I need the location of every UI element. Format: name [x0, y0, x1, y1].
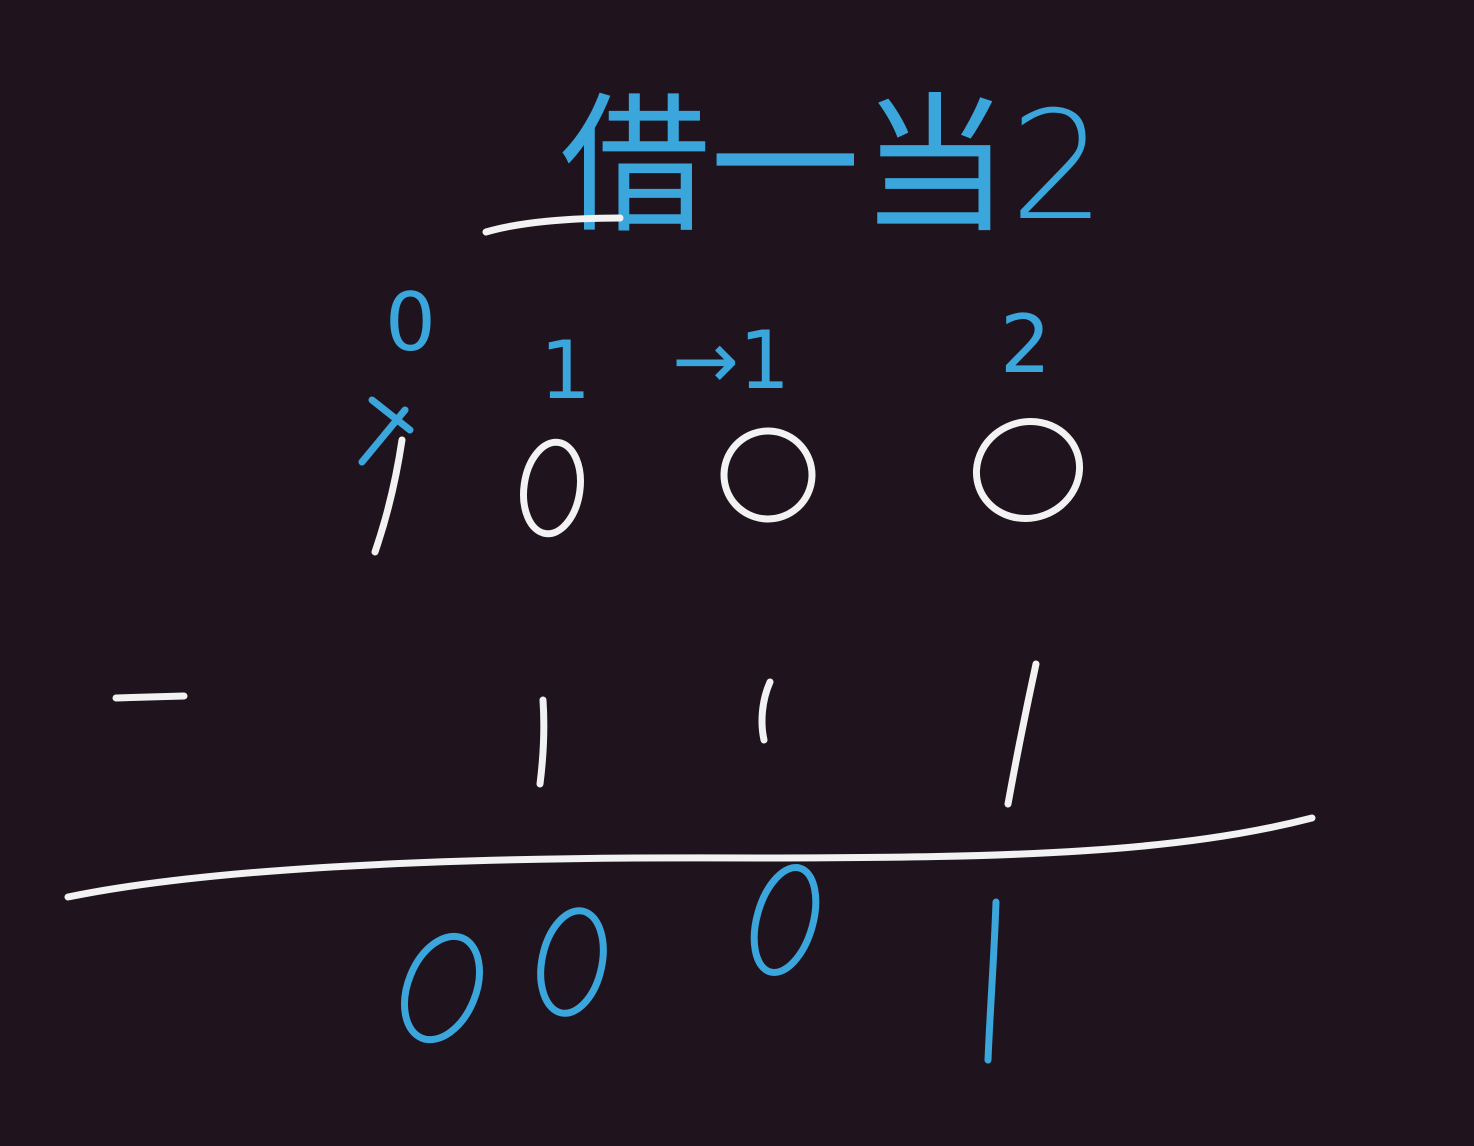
title-underline	[482, 214, 624, 236]
borrow-mark-1: 1	[540, 324, 591, 417]
result-line	[64, 814, 1316, 901]
minuend-digit-0a	[520, 438, 584, 538]
subtrahend-digit-1c	[1004, 660, 1040, 808]
subtrahend-digit-1b	[758, 678, 774, 744]
borrow-row: 0 1 →1 2	[358, 276, 1051, 466]
result-digit-1	[984, 898, 1000, 1064]
subtrahend-row	[536, 660, 1040, 808]
result-digit-0c	[750, 864, 820, 976]
minuend-row	[371, 418, 1084, 556]
borrow-mark-0: 0	[385, 276, 436, 369]
result-digit-0b	[537, 907, 607, 1017]
title: 借一当2	[482, 80, 1105, 254]
borrow-mark-2: →1	[672, 314, 790, 407]
title-text: 借一当2	[560, 80, 1105, 254]
result-digit-0a	[401, 932, 483, 1044]
minuend-digit-1	[371, 436, 406, 556]
result-row	[401, 864, 1000, 1064]
subtrahend-digit-1a	[536, 696, 548, 788]
strike-mark	[358, 396, 414, 466]
minuend-digit-0c	[972, 418, 1084, 522]
borrow-mark-3: 2	[1000, 298, 1051, 391]
minuend-digit-0b	[720, 427, 816, 523]
minus-sign	[112, 692, 188, 702]
